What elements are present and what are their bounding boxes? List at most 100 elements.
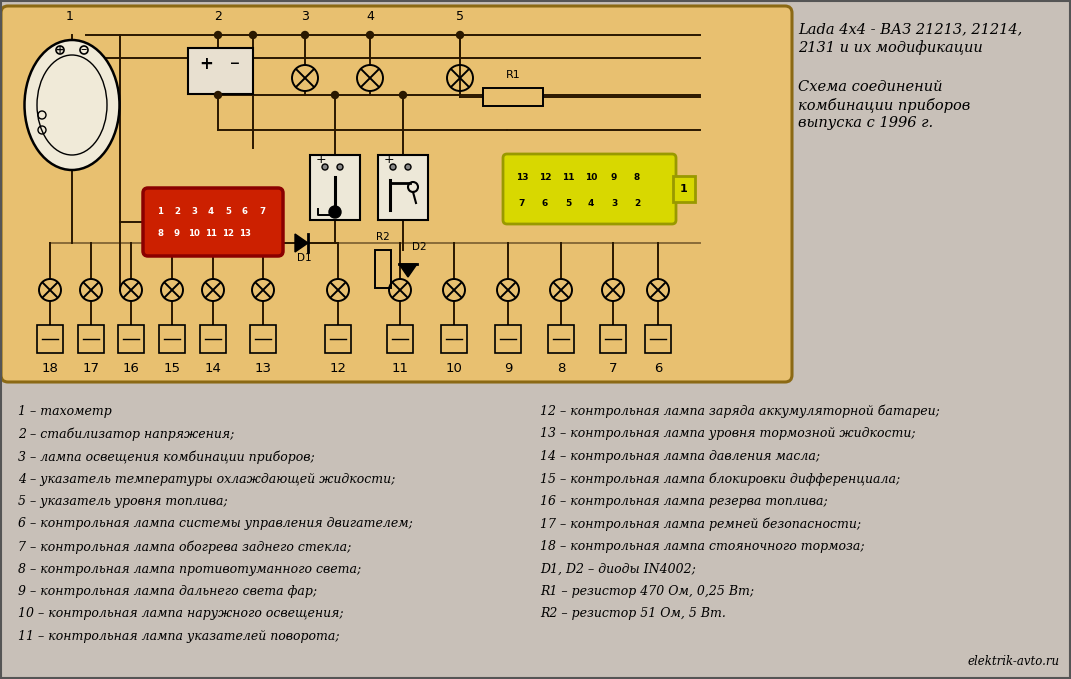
- Text: D1: D1: [297, 253, 312, 263]
- Text: 15 – контрольная лампа блокировки дифференциала;: 15 – контрольная лампа блокировки диффер…: [540, 473, 901, 486]
- Circle shape: [329, 206, 341, 218]
- Circle shape: [390, 164, 396, 170]
- Text: 6: 6: [653, 362, 662, 375]
- Circle shape: [322, 164, 328, 170]
- Text: 5: 5: [225, 206, 231, 215]
- Text: 3: 3: [191, 206, 197, 215]
- Text: 12 – контрольная лампа заряда аккумуляторной батареи;: 12 – контрольная лампа заряда аккумулято…: [540, 405, 940, 418]
- Text: 9 – контрольная лампа дальнего света фар;: 9 – контрольная лампа дальнего света фар…: [18, 585, 317, 598]
- Text: 13: 13: [255, 362, 272, 375]
- Bar: [495, 325, 521, 353]
- Circle shape: [366, 31, 374, 39]
- Text: 4 – указатель температуры охлаждающей жидкости;: 4 – указатель температуры охлаждающей жи…: [18, 473, 395, 485]
- Text: 1 – тахометр: 1 – тахометр: [18, 405, 111, 418]
- Text: 2 – стабилизатор напряжения;: 2 – стабилизатор напряжения;: [18, 428, 235, 441]
- Bar: [78, 325, 104, 353]
- Text: –: –: [81, 43, 87, 56]
- Text: 13: 13: [516, 174, 528, 183]
- Bar: [118, 325, 144, 353]
- Text: 11: 11: [562, 174, 574, 183]
- Text: +: +: [199, 55, 213, 73]
- Text: 12: 12: [222, 229, 233, 238]
- Text: elektrik-avto.ru: elektrik-avto.ru: [968, 655, 1060, 668]
- Text: D1, D2 – диоды IN4002;: D1, D2 – диоды IN4002;: [540, 562, 696, 576]
- Text: 12: 12: [330, 362, 347, 375]
- Text: выпуска с 1996 г.: выпуска с 1996 г.: [798, 116, 933, 130]
- FancyBboxPatch shape: [1, 6, 791, 382]
- Bar: [600, 325, 627, 353]
- Text: 11 – контрольная лампа указателей поворота;: 11 – контрольная лампа указателей поворо…: [18, 630, 340, 643]
- Bar: [673, 176, 695, 202]
- Text: 6: 6: [242, 206, 248, 215]
- Text: +: +: [316, 153, 327, 166]
- FancyBboxPatch shape: [503, 154, 676, 224]
- Text: 12: 12: [539, 174, 552, 183]
- Text: 18: 18: [42, 362, 59, 375]
- Text: Lada 4x4 - ВАЗ 21213, 21214,: Lada 4x4 - ВАЗ 21213, 21214,: [798, 22, 1022, 36]
- Text: 1: 1: [680, 184, 688, 194]
- Polygon shape: [295, 234, 308, 252]
- Text: 7: 7: [259, 206, 265, 215]
- Bar: [37, 325, 63, 353]
- Text: 2131 и их модификации: 2131 и их модификации: [798, 40, 983, 55]
- Text: 16 – контрольная лампа резерва топлива;: 16 – контрольная лампа резерва топлива;: [540, 495, 828, 508]
- Text: Схема соединений: Схема соединений: [798, 80, 942, 94]
- Bar: [325, 325, 351, 353]
- Circle shape: [214, 31, 222, 39]
- Text: 16: 16: [122, 362, 139, 375]
- Bar: [159, 325, 185, 353]
- Text: R1 – резистор 470 Ом, 0,25 Вт;: R1 – резистор 470 Ом, 0,25 Вт;: [540, 585, 754, 598]
- Bar: [375, 250, 391, 288]
- Text: 8: 8: [157, 229, 163, 238]
- Text: 2: 2: [174, 206, 180, 215]
- Text: 11: 11: [205, 229, 217, 238]
- Bar: [645, 325, 672, 353]
- Text: 10: 10: [188, 229, 200, 238]
- Text: 18 – контрольная лампа стояночного тормоза;: 18 – контрольная лампа стояночного тормо…: [540, 540, 864, 553]
- Text: +: +: [56, 45, 64, 55]
- Circle shape: [332, 92, 338, 98]
- Circle shape: [250, 31, 256, 39]
- Text: 8: 8: [557, 362, 565, 375]
- Text: 6: 6: [542, 198, 548, 208]
- Text: 6 – контрольная лампа системы управления двигателем;: 6 – контрольная лампа системы управления…: [18, 517, 413, 530]
- Bar: [200, 325, 226, 353]
- Text: 9: 9: [174, 229, 180, 238]
- Bar: [441, 325, 467, 353]
- Text: 4: 4: [588, 198, 594, 208]
- Circle shape: [337, 164, 343, 170]
- Text: –: –: [230, 54, 240, 73]
- Text: комбинации приборов: комбинации приборов: [798, 98, 970, 113]
- Text: 15: 15: [164, 362, 181, 375]
- Bar: [483, 88, 543, 106]
- Text: 2: 2: [634, 198, 640, 208]
- Bar: [250, 325, 276, 353]
- Text: 13 – контрольная лампа уровня тормозной жидкости;: 13 – контрольная лампа уровня тормозной …: [540, 428, 916, 441]
- Ellipse shape: [25, 40, 120, 170]
- Text: 8 – контрольная лампа противотуманного света;: 8 – контрольная лампа противотуманного с…: [18, 562, 361, 576]
- Bar: [310, 155, 360, 220]
- Text: 3: 3: [610, 198, 617, 208]
- Text: 7 – контрольная лампа обогрева заднего стекла;: 7 – контрольная лампа обогрева заднего с…: [18, 540, 351, 553]
- Text: 1: 1: [157, 206, 163, 215]
- Text: 17: 17: [82, 362, 100, 375]
- Text: 7: 7: [518, 198, 525, 208]
- Text: R1: R1: [506, 70, 521, 80]
- Text: 2: 2: [214, 10, 222, 23]
- FancyBboxPatch shape: [144, 188, 283, 256]
- Text: 5 – указатель уровня топлива;: 5 – указатель уровня топлива;: [18, 495, 228, 508]
- Text: 17 – контрольная лампа ремней безопасности;: 17 – контрольная лампа ремней безопаснос…: [540, 517, 861, 531]
- Bar: [378, 155, 428, 220]
- Text: 11: 11: [392, 362, 408, 375]
- Text: 10: 10: [446, 362, 463, 375]
- Text: 14: 14: [205, 362, 222, 375]
- Circle shape: [405, 164, 411, 170]
- Text: 7: 7: [608, 362, 617, 375]
- Text: 3: 3: [301, 10, 308, 23]
- Text: 3 – лампа освещения комбинации приборов;: 3 – лампа освещения комбинации приборов;: [18, 450, 315, 464]
- Circle shape: [302, 31, 308, 39]
- Text: R2: R2: [376, 232, 390, 242]
- Text: 5: 5: [564, 198, 571, 208]
- Bar: [188, 48, 253, 94]
- Text: 9: 9: [503, 362, 512, 375]
